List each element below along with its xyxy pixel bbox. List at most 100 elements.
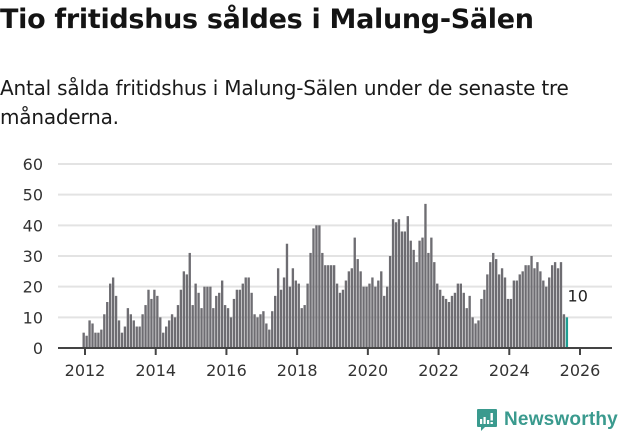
bar [276, 268, 280, 348]
y-axis-ticks: 0 10 20 30 40 50 60 [23, 155, 43, 358]
bar [383, 295, 386, 348]
annotation-label: 10 [568, 286, 588, 305]
bar [500, 268, 504, 348]
bar [515, 280, 518, 348]
bar [480, 298, 483, 348]
bar [444, 298, 448, 348]
bar [489, 262, 492, 348]
y-tick-label: 10 [23, 308, 43, 327]
bar [330, 265, 333, 348]
bar [262, 311, 265, 348]
x-tick-label: 2024 [489, 361, 530, 380]
bar [344, 280, 348, 348]
bar [492, 252, 495, 348]
bar [415, 262, 418, 348]
bar [353, 237, 356, 348]
bar [495, 259, 498, 348]
bar [391, 219, 395, 348]
x-tick-label: 2012 [65, 361, 106, 380]
bar [123, 326, 127, 348]
bar [91, 323, 94, 348]
brand-name: Newsworthy [504, 409, 618, 430]
bar [462, 292, 465, 348]
bar [176, 305, 180, 348]
bar [518, 274, 521, 348]
bar [341, 289, 345, 348]
bar [521, 271, 524, 348]
bar [212, 308, 215, 348]
bar [418, 240, 421, 348]
newsworthy-logo[interactable]: Newsworthy [476, 408, 618, 432]
bar [194, 283, 197, 348]
bar [409, 240, 412, 348]
x-tick-label: 2026 [560, 361, 601, 380]
bar [288, 286, 292, 348]
bar [303, 305, 306, 348]
y-tick-label: 50 [23, 186, 43, 205]
bar [374, 286, 377, 348]
bar [309, 252, 312, 348]
bar [347, 271, 351, 348]
bar [159, 317, 162, 348]
bar [403, 231, 407, 348]
bar [156, 295, 159, 348]
bar [274, 295, 277, 348]
bar [132, 320, 135, 348]
bar [114, 295, 118, 348]
bar [324, 265, 327, 348]
bar [138, 326, 141, 348]
bar [553, 262, 557, 348]
bar [332, 265, 336, 348]
bar [465, 308, 468, 348]
x-tick-label: 2016 [206, 361, 247, 380]
bar [512, 280, 516, 348]
bar [170, 314, 174, 348]
bar [244, 277, 247, 348]
bar [318, 225, 321, 348]
bar [350, 268, 353, 348]
bar [188, 252, 191, 348]
bar [388, 256, 392, 348]
bar [247, 277, 250, 348]
bar [433, 262, 436, 348]
bar [129, 314, 132, 348]
bar [111, 277, 115, 348]
bar [279, 289, 283, 348]
bar [150, 298, 153, 348]
x-tick-label: 2018 [277, 361, 318, 380]
bar [120, 332, 124, 348]
bar [173, 317, 177, 348]
bar [306, 283, 309, 348]
bar [165, 326, 168, 348]
bar [97, 332, 100, 348]
bar [85, 335, 88, 348]
bar [548, 277, 551, 348]
bar [147, 289, 150, 348]
bar [327, 265, 330, 348]
bar [456, 283, 460, 348]
bar [530, 256, 533, 348]
bar [103, 314, 106, 348]
bar [524, 265, 527, 348]
bar [385, 286, 389, 348]
bar [294, 280, 297, 348]
bar [285, 243, 289, 348]
bar [565, 317, 569, 348]
bar [556, 268, 560, 348]
bar [297, 283, 300, 348]
bar [256, 317, 259, 348]
bar [359, 271, 362, 348]
bar [412, 249, 415, 348]
bar [250, 292, 253, 348]
bar [338, 292, 342, 348]
x-tick-label: 2020 [347, 361, 388, 380]
bar [380, 271, 383, 348]
x-axis: 2012 2014 2016 2018 2020 2022 2024 2026 [58, 347, 612, 380]
bar [436, 283, 439, 348]
bar [268, 329, 271, 348]
bar [191, 305, 194, 348]
bar [271, 311, 274, 348]
bar [200, 308, 203, 348]
bar [450, 295, 454, 348]
bar [126, 308, 130, 348]
